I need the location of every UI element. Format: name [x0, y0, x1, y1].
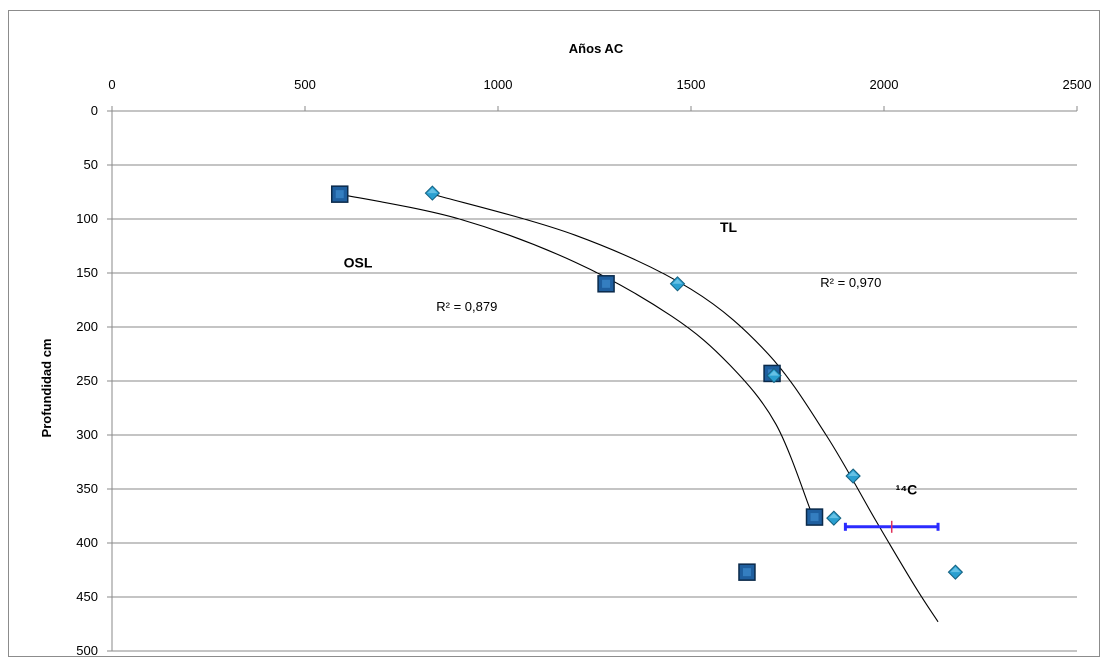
- data-point-diamond-highlight: [950, 567, 961, 573]
- trendline-osl: [339, 193, 812, 511]
- annotation-osl: OSL: [344, 255, 373, 271]
- data-point-diamond-highlight: [848, 471, 859, 477]
- y-tick-label: 150: [76, 265, 98, 280]
- y-tick-label: 50: [84, 157, 98, 172]
- data-point-square-highlight: [335, 190, 344, 199]
- x-tick-label: 1000: [484, 77, 513, 92]
- chart-frame: Años AC Profundidad cm 0 50 100 150 200 250 30…: [8, 10, 1100, 657]
- annotation-c14: ¹⁴C: [896, 481, 918, 497]
- data-points: [330, 185, 964, 581]
- y-tick-label: 400: [76, 535, 98, 550]
- x-axis-title: Años AC: [569, 41, 624, 56]
- x-tick-label: 500: [294, 77, 316, 92]
- error-bar: [843, 520, 940, 533]
- axes: 0 50 100 150 200 250 300 350 400 450 500 0 500 1000 15…: [76, 77, 1091, 656]
- trendlines: [339, 193, 939, 623]
- data-point-diamond-highlight: [672, 278, 683, 284]
- gridlines: [112, 164, 1077, 652]
- x-tick-label: 0: [108, 77, 115, 92]
- data-point-diamond-highlight: [427, 188, 438, 194]
- y-tick-label: 0: [91, 103, 98, 118]
- data-point-diamond-highlight: [768, 370, 779, 376]
- data-point-diamond-highlight: [828, 513, 839, 519]
- x-tick-label: 2000: [870, 77, 899, 92]
- data-point-square-highlight: [810, 513, 819, 522]
- y-tick-label: 500: [76, 643, 98, 656]
- y-tick-label: 350: [76, 481, 98, 496]
- annotations: OSL TL R² = 0,879 R² = 0,970 ¹⁴C: [344, 219, 918, 497]
- annotation-tl: TL: [720, 219, 738, 235]
- y-axis-title: Profundidad cm: [39, 339, 54, 438]
- y-tick-label: 100: [76, 211, 98, 226]
- trendline-tl: [436, 194, 939, 623]
- x-tick-label: 1500: [677, 77, 706, 92]
- data-point-square-highlight: [742, 568, 751, 577]
- y-tick-label: 450: [76, 589, 98, 604]
- annotation-r2_osl: R² = 0,879: [436, 299, 497, 314]
- data-point-square-highlight: [602, 279, 611, 288]
- y-tick-label: 300: [76, 427, 98, 442]
- scatter-chart: Años AC Profundidad cm 0 50 100 150 200 250 30…: [39, 41, 1091, 656]
- annotation-r2_tl: R² = 0,970: [820, 275, 881, 290]
- y-tick-label: 250: [76, 373, 98, 388]
- y-tick-label: 200: [76, 319, 98, 334]
- x-tick-label: 2500: [1063, 77, 1092, 92]
